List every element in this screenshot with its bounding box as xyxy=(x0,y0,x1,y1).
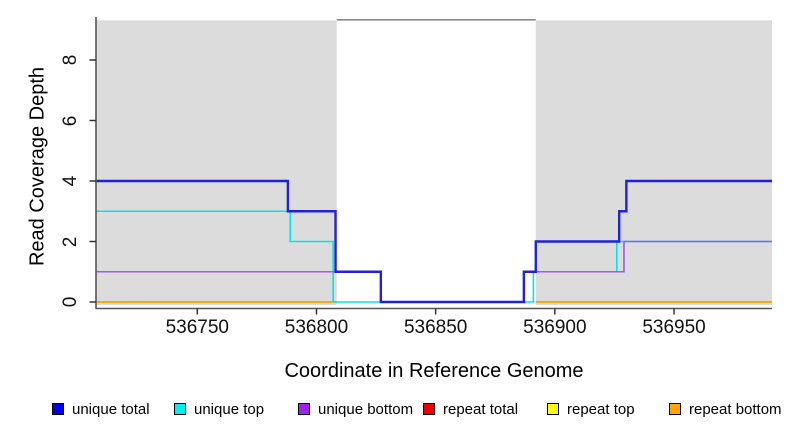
legend-item-repeat-bottom: repeat bottom xyxy=(669,400,782,418)
legend-label: unique total xyxy=(72,400,150,418)
legend-swatch xyxy=(423,403,435,415)
x-axis-title: Coordinate in Reference Genome xyxy=(284,360,584,382)
y-tick-label: 4 xyxy=(60,175,81,187)
legend-item-unique-bottom: unique bottom xyxy=(298,400,414,418)
legend-item-repeat-top: repeat top xyxy=(547,400,635,418)
legend-item-repeat-total: repeat total xyxy=(423,400,519,418)
legend-label: repeat bottom xyxy=(689,400,782,418)
x-tick-label: 536900 xyxy=(523,317,587,338)
y-tick-label: 2 xyxy=(60,236,81,247)
legend-swatch xyxy=(174,403,186,415)
legend-swatch xyxy=(669,403,681,415)
y-tick-label: 0 xyxy=(60,296,81,308)
repeat-region-shade xyxy=(535,20,772,306)
repeat-region-shade xyxy=(95,20,337,306)
legend-item-unique-top: unique top xyxy=(174,400,265,418)
legend-label: repeat top xyxy=(567,400,635,418)
legend-label: unique top xyxy=(194,400,265,418)
legend-swatch xyxy=(547,403,559,415)
legend-label: repeat total xyxy=(443,400,519,418)
x-tick-label: 536750 xyxy=(165,317,229,338)
y-tick-label: 6 xyxy=(60,115,81,126)
x-tick-label: 536850 xyxy=(403,317,468,338)
y-axis-title: Read Coverage Depth xyxy=(26,67,49,267)
x-tick-label: 536800 xyxy=(284,317,349,338)
y-tick-label: 8 xyxy=(60,54,81,66)
legend-label: unique bottom xyxy=(318,400,414,418)
legend-item-unique-total: unique total xyxy=(52,400,150,418)
legend-swatch xyxy=(298,403,310,415)
series-unique-total xyxy=(95,179,772,304)
x-tick-label: 536950 xyxy=(642,317,706,338)
legend-swatch xyxy=(52,403,64,415)
